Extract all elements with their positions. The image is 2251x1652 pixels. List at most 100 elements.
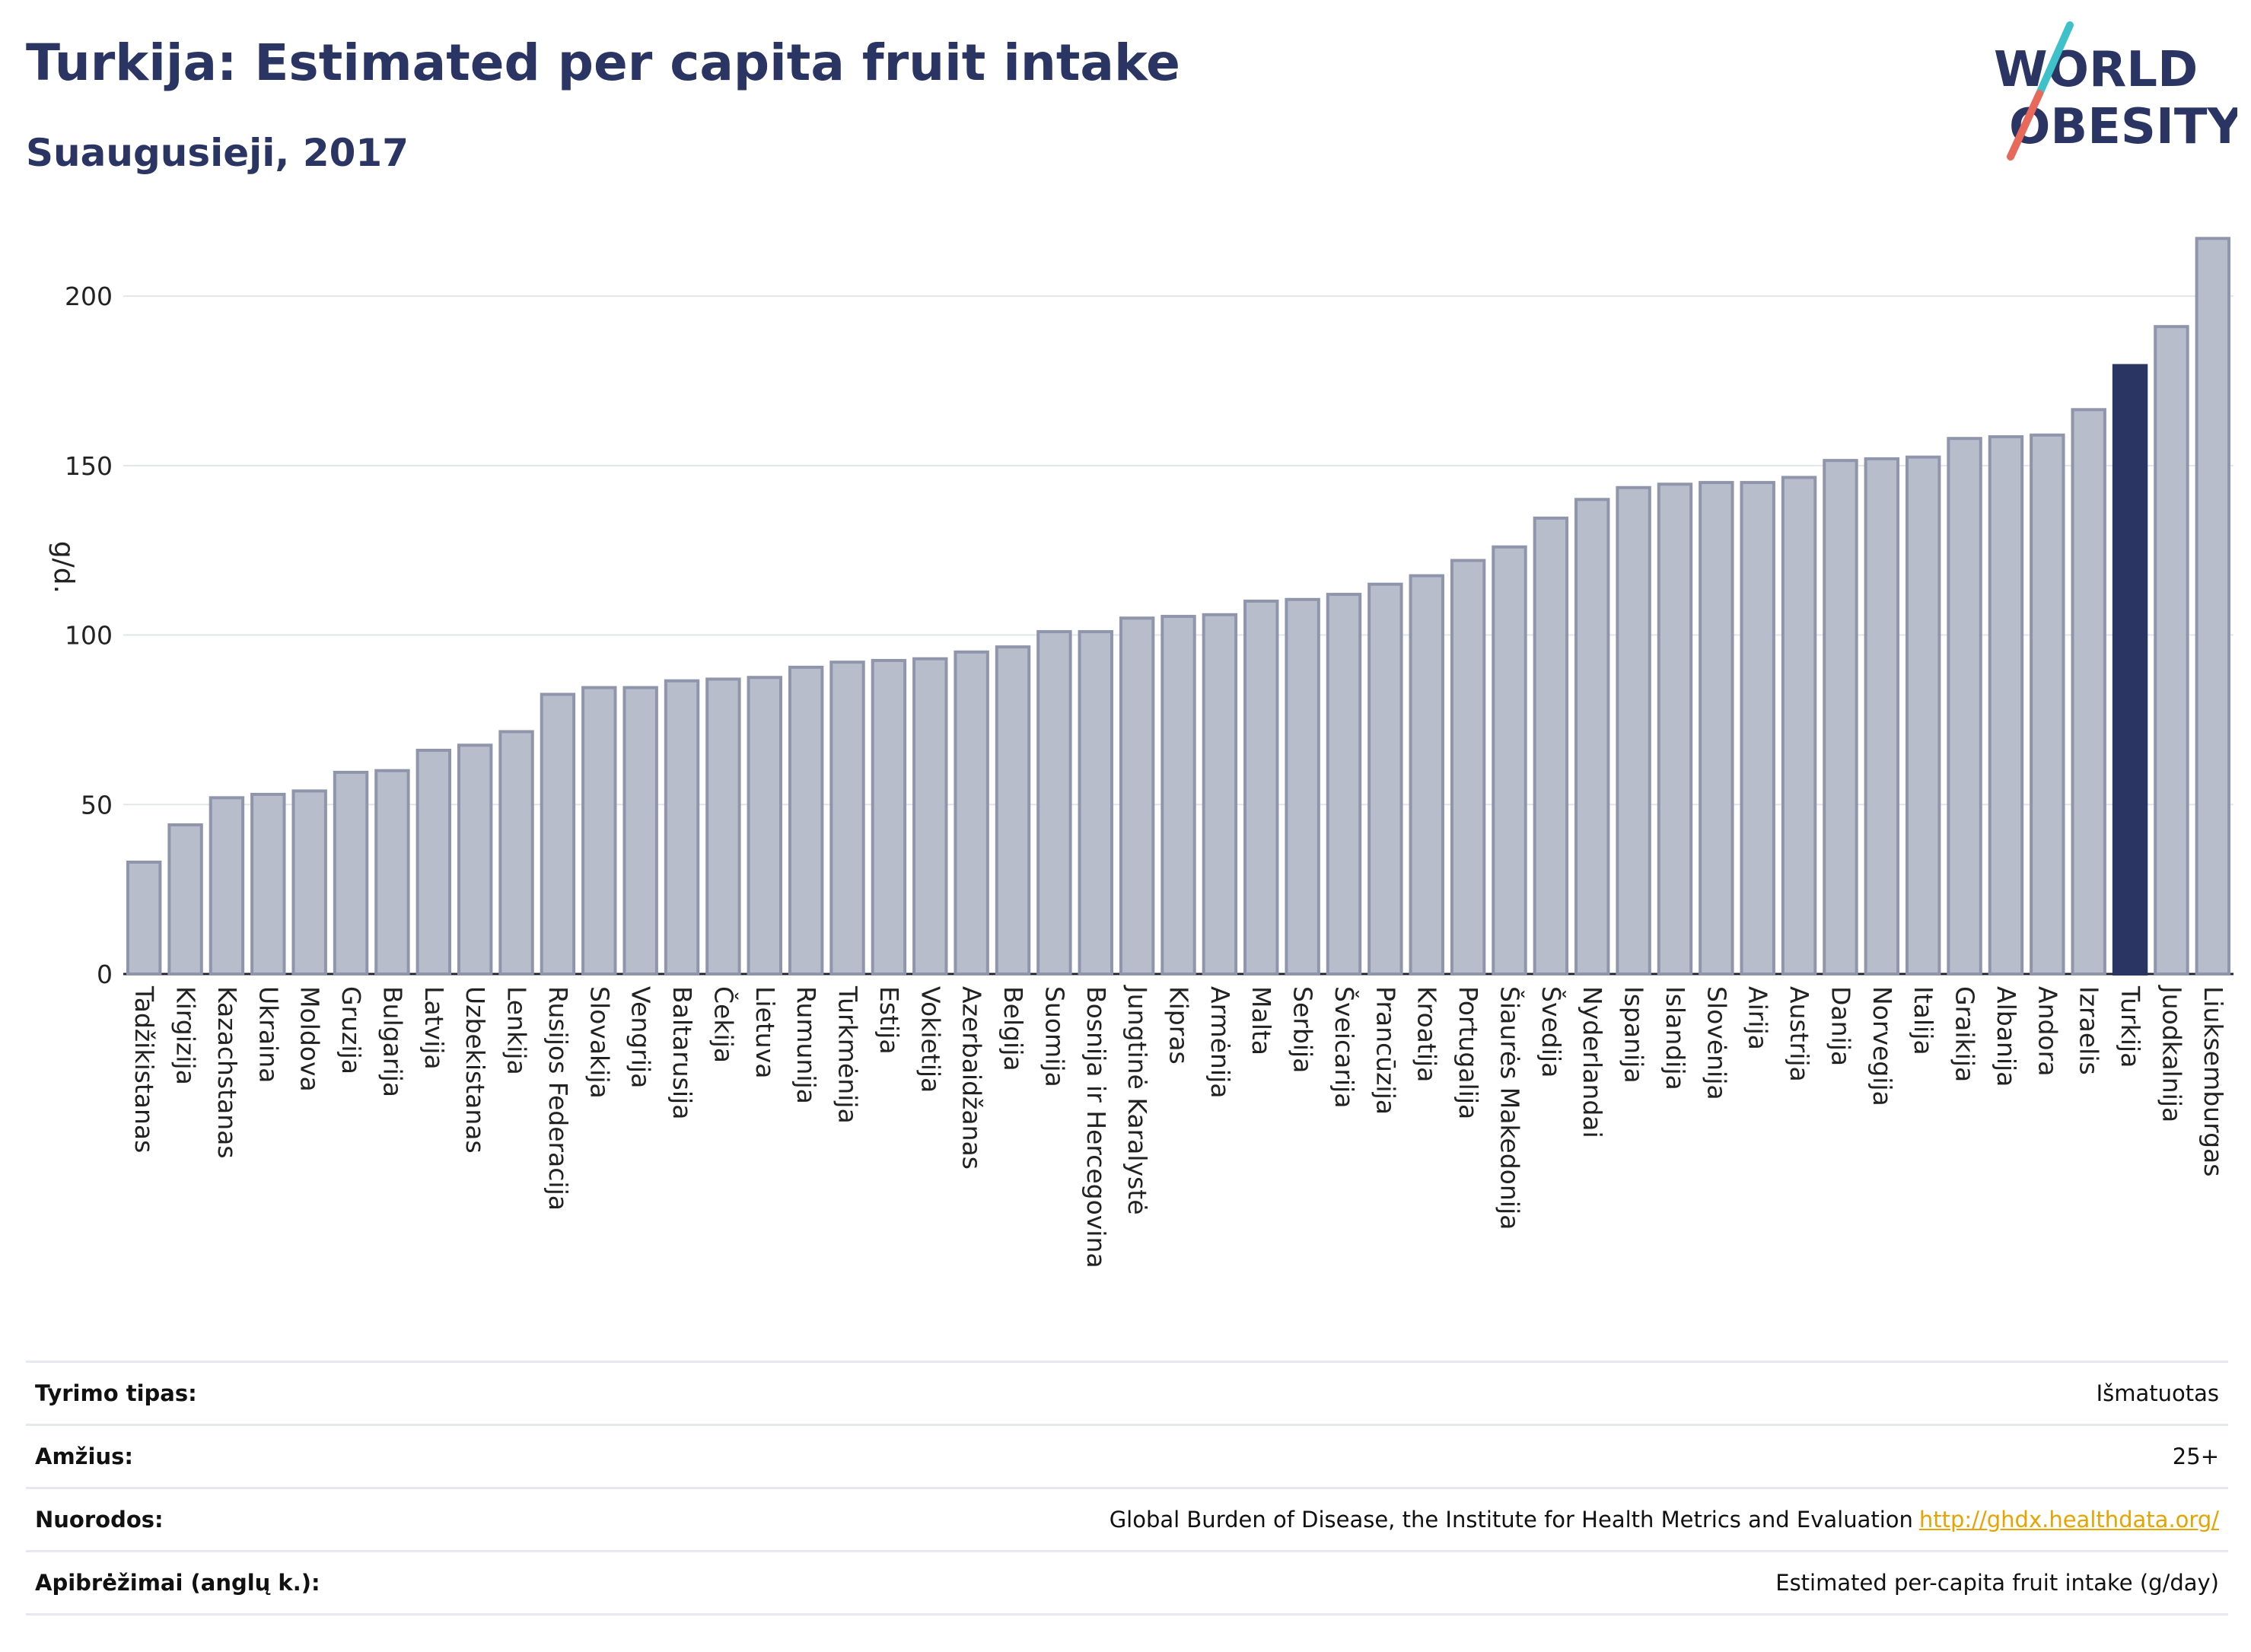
bar-Suomija[interactable] (1036, 630, 1072, 976)
meta-label: Apibrėžimai (anglų k.): (35, 1570, 320, 1596)
bar-Armėnija[interactable] (1202, 613, 1238, 976)
bar-Lietuva[interactable] (747, 676, 782, 976)
bar-Portugalija[interactable] (1450, 559, 1486, 976)
y-tick-label: 50 (81, 790, 113, 820)
bar-Andora[interactable] (2030, 433, 2065, 976)
x-tick-label: Serbija (1288, 986, 1318, 1073)
x-tick-label: Portugalija (1453, 986, 1483, 1119)
bar-Graikija[interactable] (1947, 437, 1982, 976)
meta-row-definitions: Apibrėžimai (anglų k.): Estimated per-ca… (26, 1550, 2228, 1615)
bar-Italija[interactable] (1906, 455, 1941, 976)
bar-Šiaurės Makedonija[interactable] (1492, 545, 1527, 976)
bars (126, 237, 2231, 976)
y-tick-label: 200 (65, 282, 113, 311)
bar-Turkmėnija[interactable] (829, 660, 865, 976)
bar-Ispanija[interactable] (1616, 485, 1651, 976)
bar-Čekija[interactable] (705, 677, 741, 976)
bar-Jungtinė Karalystė[interactable] (1119, 616, 1155, 976)
x-tick-label: Baltarusija (667, 986, 697, 1119)
bar-Lenkija[interactable] (498, 730, 534, 976)
meta-row-age: Amžius: 25+ (26, 1424, 2228, 1487)
x-tick-label: Liuksemburgas (2198, 986, 2228, 1176)
bar-Islandija[interactable] (1657, 482, 1693, 976)
x-tick-label: Rumunija (791, 986, 821, 1104)
bar-Kipras[interactable] (1161, 615, 1196, 976)
metadata-table: Tyrimo tipas: Išmatuotas Amžius: 25+ Nuo… (26, 1361, 2228, 1615)
bar-Airija[interactable] (1740, 481, 1775, 976)
x-axis-ticks: Tadžikistanas Kirgizija Kazachstanas Ukrain… (129, 985, 2228, 1268)
meta-value-wrap: Global Burden of Disease, the Institute … (1110, 1507, 2228, 1533)
x-tick-label: Malta (1246, 986, 1276, 1055)
x-tick-label: Kipras (1164, 986, 1194, 1065)
bar-Baltarusija[interactable] (664, 679, 700, 976)
x-tick-label: Uzbekistanas (460, 986, 490, 1154)
bar-Moldova[interactable] (291, 789, 327, 976)
bar-Prancūzija[interactable] (1367, 582, 1403, 976)
bar-Malta[interactable] (1243, 600, 1279, 976)
x-tick-label: Prancūzija (1371, 986, 1400, 1115)
x-tick-label: Turkija (2116, 985, 2145, 1068)
x-tick-label: Šiaurės Makedonija (1495, 986, 1525, 1230)
x-tick-label: Vokietija (915, 986, 945, 1093)
x-tick-label: Moldova (295, 986, 325, 1092)
x-tick-label: Italija (1909, 986, 1938, 1055)
bar-Nyderlandai[interactable] (1574, 498, 1610, 976)
x-tick-label: Nyderlandai (1578, 986, 1607, 1138)
bar-Šveicarija[interactable] (1326, 593, 1362, 976)
bar-Ukraina[interactable] (250, 792, 286, 976)
bar-Austrija[interactable] (1781, 476, 1817, 976)
bar-Kazachstanas[interactable] (209, 796, 245, 976)
x-tick-label: Albanija (1992, 986, 2021, 1087)
meta-value: Išmatuotas (2096, 1380, 2219, 1406)
bar-Slovėnija[interactable] (1699, 481, 1734, 976)
bar-Kirgizija[interactable] (167, 823, 203, 976)
bar-Uzbekistanas[interactable] (457, 743, 493, 976)
bar-Liuksemburgas[interactable] (2195, 237, 2231, 976)
bar-Belgija[interactable] (995, 645, 1031, 976)
x-tick-label: Turkmėnija (833, 985, 863, 1124)
bar-Vengrija[interactable] (622, 686, 658, 976)
meta-label: Nuorodos: (35, 1507, 164, 1533)
x-tick-label: Danija (1826, 986, 1855, 1066)
chart-title: Turkija: Estimated per capita fruit inta… (26, 33, 1180, 92)
bar-Juodkalnija[interactable] (2154, 325, 2189, 976)
bar-Albanija[interactable] (1988, 434, 2024, 976)
bar-Estija[interactable] (871, 658, 907, 976)
x-tick-label: Airija (1743, 986, 1773, 1050)
x-tick-label: Armėnija (1205, 986, 1235, 1099)
source-link[interactable]: http://ghdx.healthdata.org/ (1918, 1507, 2219, 1533)
bar-Izraelis[interactable] (2071, 408, 2106, 976)
bar-Vokietija[interactable] (912, 657, 948, 976)
bar-Danija[interactable] (1823, 459, 1858, 976)
bar-Tadžikistanas[interactable] (126, 861, 162, 976)
y-axis-label: g/d. (48, 541, 79, 594)
x-tick-label: Austrija (1785, 986, 1814, 1082)
meta-value: 25+ (2172, 1444, 2219, 1469)
meta-row-references: Nuorodos: Global Burden of Disease, the … (26, 1487, 2228, 1550)
bar-Serbija[interactable] (1285, 597, 1320, 976)
bar-Slovakija[interactable] (581, 686, 617, 976)
bar-Gruzija[interactable] (333, 770, 369, 976)
meta-value: Estimated per-capita fruit intake (g/day… (1775, 1570, 2219, 1596)
x-tick-label: Lietuva (750, 986, 780, 1078)
bar-Rumunija[interactable] (788, 665, 824, 976)
bar-Bosnija ir Hercegovina[interactable] (1078, 630, 1113, 976)
bar-Azerbaidžanas[interactable] (954, 650, 989, 976)
bar-Norvegija[interactable] (1864, 457, 1900, 976)
x-tick-label: Ispanija (1619, 986, 1649, 1084)
meta-row-survey-type: Tyrimo tipas: Išmatuotas (26, 1361, 2228, 1424)
bar-Švedija[interactable] (1533, 516, 1569, 976)
bar-Turkija[interactable] (2112, 364, 2148, 976)
x-tick-label: Estija (874, 986, 904, 1055)
bar-Latvija[interactable] (415, 749, 451, 976)
y-tick-label: 0 (97, 960, 113, 989)
x-tick-label: Belgija (998, 986, 1028, 1071)
bar-Rusijos Federacija[interactable] (540, 692, 576, 976)
meta-label: Amžius: (35, 1444, 133, 1469)
world-obesity-logo: WORLD OBESITY (1979, 21, 2243, 166)
x-tick-label: Vengrija (626, 986, 656, 1088)
bar-Kroatija[interactable] (1409, 574, 1444, 976)
x-tick-label: Bosnija ir Hercegovina (1081, 986, 1111, 1268)
bar-Bulgarija[interactable] (374, 769, 410, 976)
x-tick-label: Bulgarija (377, 986, 407, 1097)
